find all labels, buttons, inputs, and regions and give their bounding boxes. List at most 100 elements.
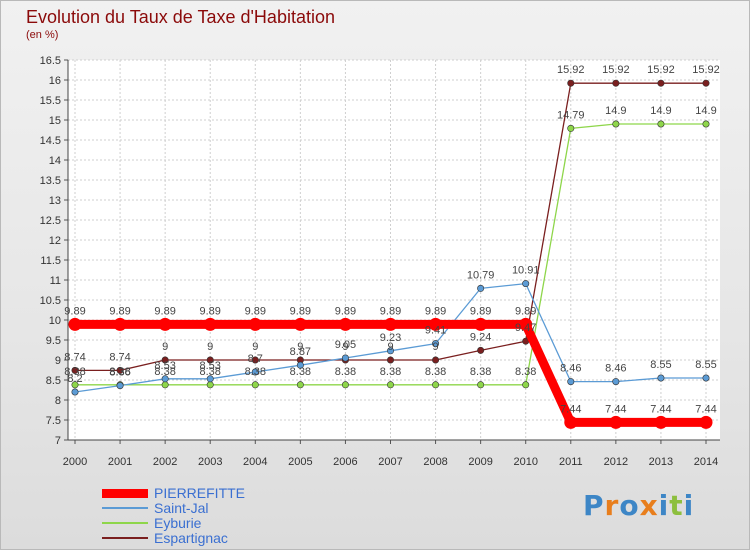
data-label-eyburie: 8.38 xyxy=(425,366,446,378)
legend: PIERREFITTE Saint-Jal Eyburie Espartigna… xyxy=(102,486,322,546)
point-eyburie xyxy=(341,381,349,389)
chart-unit-label: (en %) xyxy=(26,29,59,41)
point-eyburie xyxy=(657,120,665,128)
point-saint-jal xyxy=(522,280,530,288)
point-saint-jal xyxy=(341,354,349,362)
point-pierrefitte xyxy=(654,415,668,429)
data-label-pierrefitte: 7.44 xyxy=(695,403,716,415)
y-tick-label: 12 xyxy=(49,235,61,247)
data-label-saint-jal: 8.53 xyxy=(154,360,175,372)
point-espartignac xyxy=(567,79,575,87)
data-label-saint-jal: 10.79 xyxy=(467,269,495,281)
legend-swatch-espartignac xyxy=(102,537,148,539)
data-label-eyburie: 8.38 xyxy=(64,366,85,378)
legend-item-pierrefitte: PIERREFITTE xyxy=(102,486,322,501)
data-label-eyburie: 14.9 xyxy=(650,105,671,117)
point-pierrefitte xyxy=(113,317,127,331)
legend-swatch-eyburie xyxy=(102,522,148,524)
legend-label-saint-jal: Saint-Jal xyxy=(154,500,209,516)
data-label-eyburie: 8.38 xyxy=(380,366,401,378)
x-tick-label: 2005 xyxy=(288,456,312,468)
point-eyburie xyxy=(206,381,214,389)
y-tick-label: 16.5 xyxy=(40,55,61,67)
point-pierrefitte xyxy=(203,317,217,331)
point-eyburie xyxy=(386,381,394,389)
y-tick-label: 8.5 xyxy=(46,375,61,387)
data-label-saint-jal: 10.91 xyxy=(512,265,540,277)
data-label-saint-jal: 9.41 xyxy=(425,325,446,337)
point-eyburie xyxy=(522,381,530,389)
point-espartignac xyxy=(657,79,665,87)
y-tick-label: 9.5 xyxy=(46,335,61,347)
x-tick-label: 2007 xyxy=(378,456,402,468)
x-tick-label: 2000 xyxy=(63,456,87,468)
data-label-saint-jal: 8.2 xyxy=(67,373,82,385)
data-label-eyburie: 8.38 xyxy=(245,366,266,378)
data-label-pierrefitte: 9.89 xyxy=(200,305,221,317)
point-espartignac xyxy=(477,346,485,354)
x-tick-label: 2012 xyxy=(604,456,628,468)
data-label-espartignac: 9 xyxy=(207,341,213,353)
x-tick-label: 2003 xyxy=(198,456,222,468)
point-pierrefitte xyxy=(474,317,488,331)
data-label-pierrefitte: 7.44 xyxy=(605,403,626,415)
y-tick-label: 13.5 xyxy=(40,175,61,187)
grid xyxy=(68,59,720,441)
point-pierrefitte xyxy=(293,317,307,331)
point-pierrefitte xyxy=(609,415,623,429)
data-label-espartignac: 9 xyxy=(297,341,303,353)
data-label-espartignac: 9 xyxy=(387,341,393,353)
data-label-pierrefitte: 9.89 xyxy=(245,305,266,317)
point-saint-jal xyxy=(657,374,665,382)
data-label-pierrefitte: 9.89 xyxy=(380,305,401,317)
data-label-espartignac: 15.92 xyxy=(602,64,630,76)
point-eyburie xyxy=(477,381,485,389)
y-tick-label: 10.5 xyxy=(40,295,61,307)
point-eyburie xyxy=(612,120,620,128)
x-tick-label: 2010 xyxy=(513,456,537,468)
x-tick-label: 2009 xyxy=(468,456,492,468)
data-label-eyburie: 14.9 xyxy=(695,105,716,117)
point-eyburie xyxy=(702,120,710,128)
point-saint-jal xyxy=(251,368,259,376)
point-pierrefitte xyxy=(384,317,397,331)
data-label-eyburie: 14.79 xyxy=(557,109,585,121)
logo-letter: x xyxy=(639,489,659,522)
legend-swatch-saint-jal xyxy=(102,507,148,509)
data-label-pierrefitte: 9.89 xyxy=(515,305,536,317)
y-tick-label: 11.5 xyxy=(40,255,61,267)
legend-swatch-pierrefitte xyxy=(102,489,148,498)
y-tick-label: 7 xyxy=(55,435,61,447)
point-pierrefitte xyxy=(519,317,533,331)
point-eyburie xyxy=(161,381,169,389)
x-tick-label: 2004 xyxy=(243,456,267,468)
data-label-pierrefitte: 9.89 xyxy=(290,305,311,317)
data-label-espartignac: 9.24 xyxy=(470,331,491,343)
x-tick-label: 2011 xyxy=(559,456,583,468)
point-saint-jal xyxy=(432,340,440,348)
data-label-eyburie: 8.38 xyxy=(515,366,536,378)
point-eyburie xyxy=(432,381,440,389)
point-saint-jal xyxy=(612,378,620,386)
point-pierrefitte xyxy=(338,317,352,331)
logo-letter: t xyxy=(669,489,684,522)
point-saint-jal xyxy=(567,378,575,386)
y-tick-label: 16 xyxy=(49,75,61,87)
x-tick-label: 2001 xyxy=(108,456,132,468)
legend-label-pierrefitte: PIERREFITTE xyxy=(154,485,246,501)
point-espartignac xyxy=(432,356,440,364)
y-tick-label: 8 xyxy=(55,395,61,407)
y-tick-label: 15.5 xyxy=(40,95,61,107)
point-saint-jal xyxy=(386,347,394,355)
point-eyburie xyxy=(71,381,79,389)
point-pierrefitte xyxy=(68,317,82,331)
proxiti-logo: Proxiti xyxy=(583,489,694,522)
data-label-pierrefitte: 9.89 xyxy=(470,305,491,317)
logo-letter: r xyxy=(604,489,620,522)
y-tick-label: 7.5 xyxy=(46,415,61,427)
axes: 7 7.5 8 8.5 9 9.5 10 10.5 11 11.5 12 12.5 13 13.5 14 14… xyxy=(40,55,720,468)
data-label-pierrefitte: 7.44 xyxy=(650,403,671,415)
data-label-saint-jal: 9.23 xyxy=(380,332,401,344)
data-label-pierrefitte: 9.89 xyxy=(335,305,356,317)
